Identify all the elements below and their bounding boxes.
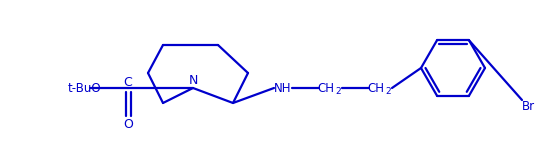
Text: O: O: [123, 118, 133, 132]
Text: 2: 2: [335, 87, 341, 97]
Text: C: C: [124, 76, 132, 88]
Text: N: N: [188, 75, 198, 87]
Text: CH: CH: [317, 82, 334, 95]
Text: CH: CH: [367, 82, 384, 95]
Text: Br: Br: [522, 100, 535, 114]
Text: NH: NH: [274, 82, 292, 95]
Text: t-BuO: t-BuO: [68, 82, 102, 95]
Text: 2: 2: [385, 87, 391, 97]
